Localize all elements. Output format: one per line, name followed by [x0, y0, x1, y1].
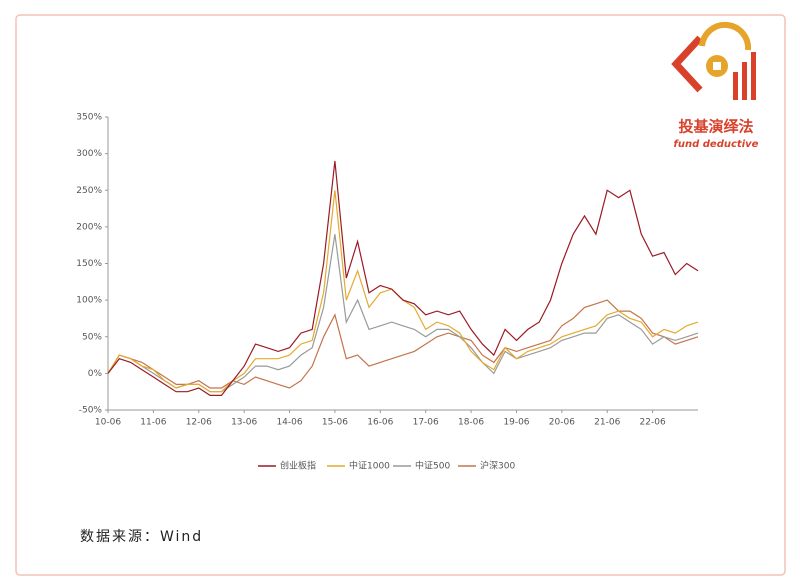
x-tick-label: 17-06 [413, 418, 439, 428]
x-tick-label: 19-06 [503, 418, 529, 428]
y-tick-label: 150% [76, 259, 102, 269]
source-note: 数据来源：Wind [80, 529, 203, 545]
y-tick-label: 300% [76, 149, 102, 159]
logo-bar [733, 72, 738, 100]
y-tick-label: 0% [88, 369, 103, 379]
logo-subtitle: fund deductive [674, 139, 759, 150]
logo-bar [742, 62, 747, 100]
x-tick-label: 14-06 [276, 418, 302, 428]
legend-label: 中证500 [415, 460, 450, 472]
x-tick-label: 21-06 [594, 418, 620, 428]
logo-arrow [671, 35, 703, 93]
x-tick-label: 20-06 [549, 418, 575, 428]
legend-label: 创业板指 [280, 460, 316, 472]
logo-icon [671, 21, 756, 100]
x-tick-label: 18-06 [458, 418, 484, 428]
y-tick-label: 350% [76, 113, 102, 123]
x-tick-label: 15-06 [322, 418, 348, 428]
x-tick-label: 12-06 [186, 418, 212, 428]
frame [15, 14, 786, 576]
y-tick-label: 100% [76, 296, 102, 306]
series-line [107, 160, 699, 396]
logo-coin-hole [713, 62, 721, 70]
x-tick-label: 11-06 [140, 418, 166, 428]
logo-bar [751, 52, 756, 100]
y-tick-label: 200% [76, 222, 102, 232]
x-tick-label: 13-06 [231, 418, 257, 428]
x-tick-label: 22-06 [640, 418, 666, 428]
legend-label: 沪深300 [480, 460, 515, 472]
x-tick-label: 10-06 [95, 418, 121, 428]
logo-title: 投基演绎法 [678, 118, 753, 136]
legend-label: 中证1000 [349, 460, 390, 472]
y-tick-label: -50% [79, 406, 103, 416]
series-line [107, 299, 699, 389]
x-tick-label: 16-06 [367, 418, 393, 428]
logo-arc [699, 21, 752, 51]
y-tick-label: 50% [82, 332, 102, 342]
y-tick-label: 250% [76, 186, 102, 196]
